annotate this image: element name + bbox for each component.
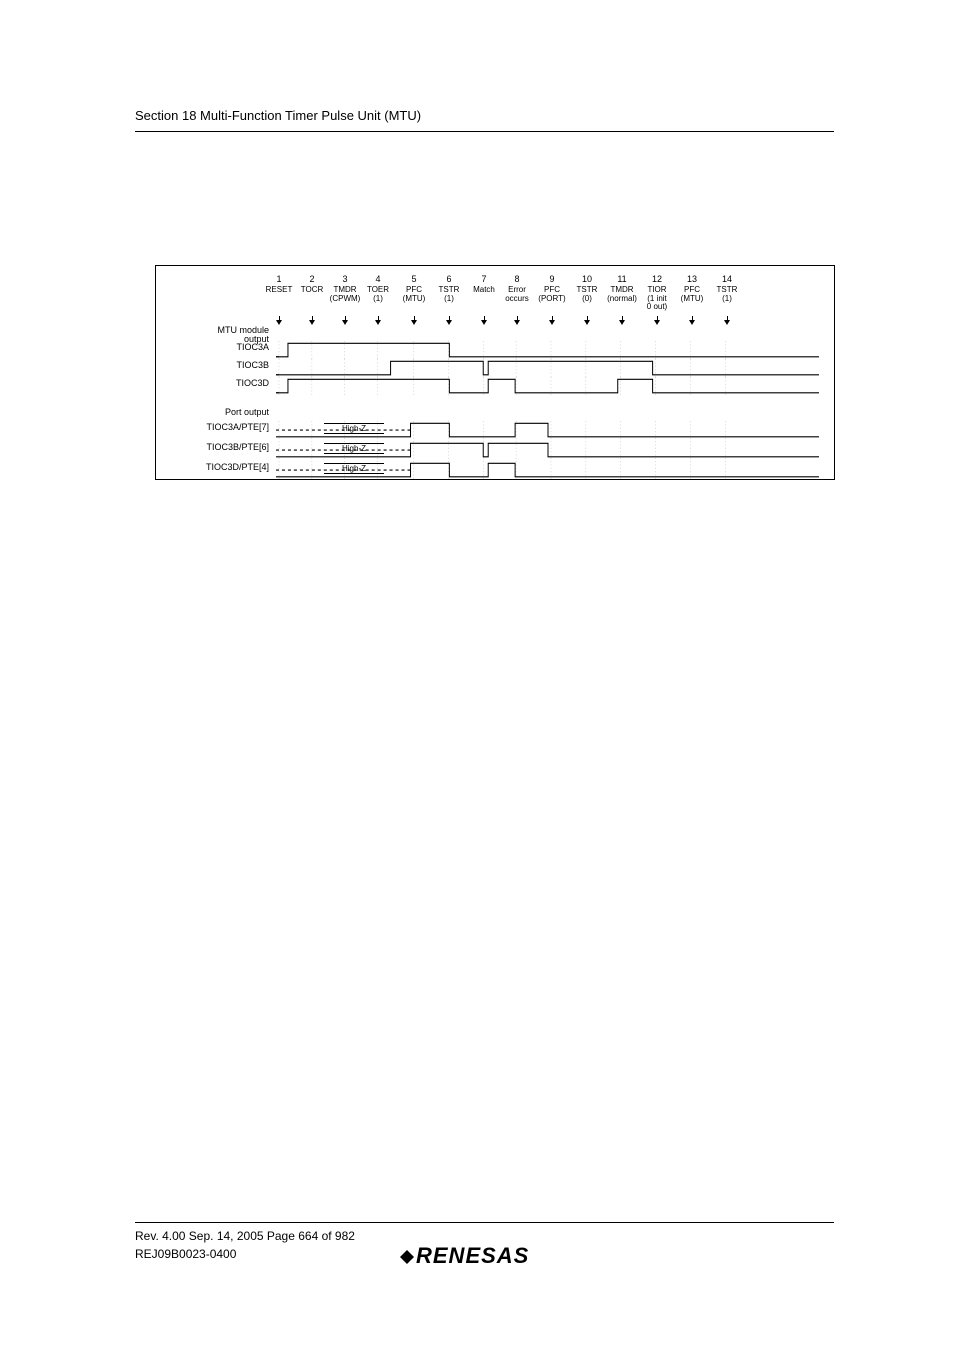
col-header: 4TOER (1) [360,275,396,303]
col-label: RESET [266,285,293,294]
tick-arrow-icon [654,320,660,325]
col-label: PFC (MTU) [403,285,426,303]
header-rule [135,131,834,132]
col-number: 2 [294,275,330,285]
col-label: TOCR [301,285,324,294]
tick-arrow-icon [514,320,520,325]
waveform [276,377,819,395]
hiz-label: High-Z [324,463,384,474]
col-header: 7Match [466,275,502,295]
page-header: Section 18 Multi-Function Timer Pulse Un… [135,108,834,132]
col-header: 5PFC (MTU) [396,275,432,303]
col-number: 13 [674,275,710,285]
col-label: TIOR (1 init 0 out) [647,285,667,312]
signal-label: TIOC3B/PTE[6] [206,443,269,452]
col-header: 6TSTR (1) [431,275,467,303]
signal-label: TIOC3D/PTE[4] [206,463,269,472]
signal-label: TIOC3A [236,343,269,352]
signal-lane: High-Z [276,441,819,459]
section-title: Section 18 Multi-Function Timer Pulse Un… [135,108,834,129]
renesas-logo: RENESAS [400,1243,529,1269]
col-label: PFC (PORT) [538,285,565,303]
col-header: 1RESET [261,275,297,295]
col-header: 2TOCR [294,275,330,295]
col-header: 10TSTR (0) [569,275,605,303]
col-label: TOER (1) [367,285,389,303]
col-header: 12TIOR (1 init 0 out) [639,275,675,312]
signal-lane: High-Z [276,421,819,439]
hiz-label: High-Z [324,423,384,434]
timing-diagram: 1RESET2TOCR3TMDR (CPWM)4TOER (1)5PFC (MT… [155,265,835,480]
col-number: 3 [327,275,363,285]
col-label: TSTR (0) [577,285,598,303]
col-number: 12 [639,275,675,285]
col-label: Error occurs [505,285,529,303]
tick-arrow-icon [724,320,730,325]
tick-arrow-icon [619,320,625,325]
tick-arrow-icon [375,320,381,325]
tick-arrow-icon [689,320,695,325]
footer-rule [135,1222,834,1223]
col-label: TMDR (normal) [607,285,637,303]
hiz-label: High-Z [324,443,384,454]
col-header: 8Error occurs [499,275,535,303]
tick-arrow-icon [276,320,282,325]
tick-arrow-icon [481,320,487,325]
signal-lane [276,359,819,377]
col-label: TMDR (CPWM) [330,285,361,303]
tick-arrow-icon [309,320,315,325]
col-label: Match [473,285,495,294]
col-label: TSTR (1) [717,285,738,303]
signal-lane [276,377,819,395]
waveform [276,359,819,377]
col-number: 1 [261,275,297,285]
waveform [276,341,819,359]
row-group-label: Port output [225,408,269,417]
col-header: 3TMDR (CPWM) [327,275,363,303]
col-number: 10 [569,275,605,285]
signal-label: TIOC3D [236,379,269,388]
tick-arrow-icon [549,320,555,325]
col-number: 6 [431,275,467,285]
tick-arrow-icon [446,320,452,325]
col-number: 9 [534,275,570,285]
signal-lane: High-Z [276,461,819,479]
signal-lane [276,341,819,359]
tick-arrow-icon [584,320,590,325]
col-number: 5 [396,275,432,285]
col-number: 11 [604,275,640,285]
col-header: 14TSTR (1) [709,275,745,303]
col-label: PFC (MTU) [681,285,704,303]
col-number: 4 [360,275,396,285]
col-label: TSTR (1) [439,285,460,303]
col-header: 13PFC (MTU) [674,275,710,303]
signal-label: TIOC3A/PTE[7] [206,423,269,432]
col-number: 14 [709,275,745,285]
col-number: 7 [466,275,502,285]
col-number: 8 [499,275,535,285]
tick-arrow-icon [411,320,417,325]
col-header: 9PFC (PORT) [534,275,570,303]
signal-label: TIOC3B [236,361,269,370]
col-header: 11TMDR (normal) [604,275,640,303]
tick-arrow-icon [342,320,348,325]
